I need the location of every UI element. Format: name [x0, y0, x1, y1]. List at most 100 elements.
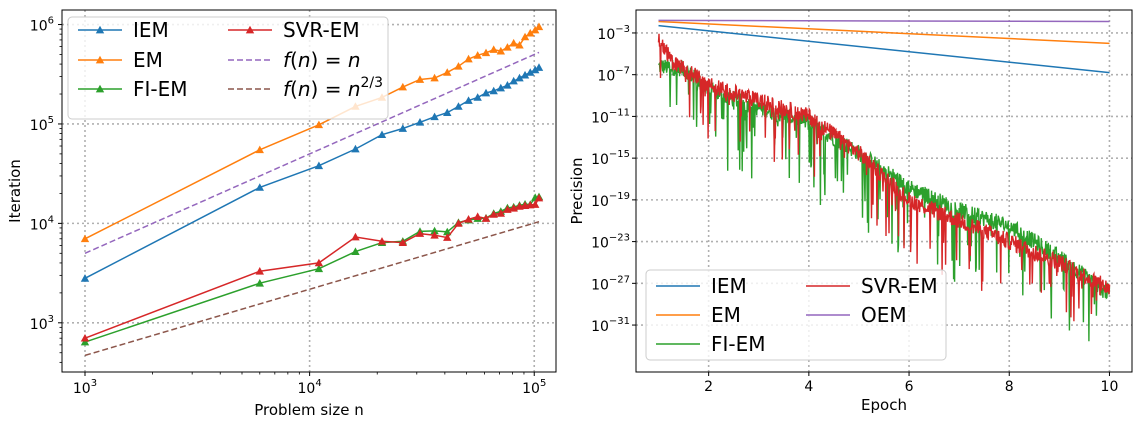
data-point: [80, 234, 90, 243]
data-point: [509, 76, 518, 85]
data-point: [464, 215, 473, 223]
data-point: [473, 212, 482, 220]
y-tick-label: 10−15: [591, 149, 630, 168]
data-point: [314, 258, 324, 267]
data-point: [503, 43, 512, 51]
data-point: [377, 237, 387, 245]
legend-box: [67, 16, 389, 120]
data-point: [443, 233, 452, 241]
data-point: [255, 145, 264, 154]
data-point: [443, 68, 452, 76]
data-point: [314, 120, 324, 129]
data-point: [443, 227, 452, 236]
legend-label: f(n) = n2/3: [283, 75, 383, 101]
x-tick-label: 103: [73, 378, 97, 397]
y-tick-label: 10−19: [591, 191, 630, 210]
data-point: [398, 82, 408, 91]
series-line-4: [658, 19, 1110, 23]
data-point: [351, 232, 360, 241]
data-point: [415, 118, 425, 126]
y-tick-label: 103: [30, 314, 54, 333]
data-point: [454, 219, 463, 227]
x-tick-label: 105: [522, 378, 546, 397]
data-point: [430, 112, 439, 121]
y-tick-label: 104: [30, 214, 54, 233]
right-chart: 2 4 6 8 10 10−3 10−7 10−11 10−15 10−19 10−23 10−27 1…: [568, 9, 1133, 414]
data-point: [255, 279, 264, 287]
legend-label: EM: [711, 303, 741, 327]
y-tick-label: 106: [30, 16, 54, 35]
data-point: [531, 200, 540, 208]
y-tick-label: 10−7: [597, 66, 630, 85]
y-tick-label: 10−11: [591, 107, 630, 126]
legend-label: FI-EM: [133, 77, 188, 101]
data-point: [454, 62, 463, 70]
data-point: [496, 83, 506, 92]
data-point: [489, 86, 498, 95]
data-point: [430, 226, 439, 235]
data-point: [415, 229, 425, 237]
data-point: [481, 48, 491, 57]
x-tick-label: 4: [804, 379, 813, 395]
left-chart: 103 104 105 103 104 105 106 Problem size n Itera…: [6, 9, 557, 419]
data-point: [314, 161, 324, 170]
data-point: [531, 65, 540, 74]
legend-label: FI-EM: [711, 332, 766, 356]
data-point: [526, 28, 535, 37]
series-line-4: [84, 51, 540, 254]
legend-label: OEM: [861, 303, 907, 327]
legend-marker: [95, 84, 105, 93]
series-line-2: [658, 59, 1111, 342]
x-tick-label: 8: [1005, 379, 1014, 395]
legend-marker: [95, 55, 105, 64]
legend-label: IEM: [133, 18, 169, 42]
legend: IEM EM FI-EM SVR-EM OEM: [645, 269, 947, 361]
series-line-1: [658, 20, 1110, 45]
x-tick-label: 10: [1101, 379, 1119, 395]
x-tick-label: 2: [704, 379, 713, 395]
legend-marker: [95, 25, 105, 34]
data-point: [430, 73, 439, 82]
data-point: [430, 231, 439, 239]
data-point: [443, 108, 452, 116]
data-point: [520, 32, 530, 41]
data-point: [415, 75, 425, 83]
data-point: [534, 63, 544, 71]
data-point: [489, 45, 498, 53]
y-tick-label: 10−3: [597, 24, 630, 43]
data-point: [481, 214, 491, 222]
legend-label: SVR-EM: [283, 18, 360, 42]
data-point: [496, 46, 506, 55]
data-point: [80, 274, 90, 282]
data-point: [481, 88, 491, 97]
legend-label: EM: [133, 48, 163, 72]
y-tick-label: 10−31: [591, 316, 630, 335]
data-point: [503, 205, 512, 213]
y-axis-label: Iteration: [6, 159, 24, 223]
data-point: [515, 73, 524, 82]
x-axis-label: Epoch: [861, 396, 907, 414]
y-tick-label: 105: [30, 115, 54, 134]
data-point: [526, 68, 535, 76]
x-tick-label: 6: [905, 379, 914, 395]
x-tick-label: 104: [298, 378, 322, 397]
data-point: [496, 209, 506, 217]
legend-label: IEM: [711, 274, 747, 298]
data-point: [398, 124, 408, 132]
data-point: [509, 38, 518, 47]
data-point: [377, 130, 387, 139]
data-point: [80, 334, 90, 342]
data-point: [473, 51, 482, 59]
data-point: [489, 210, 498, 218]
data-point: [351, 144, 360, 153]
series-line-3: [657, 33, 1111, 322]
series-line-5: [84, 220, 540, 357]
data-point: [464, 54, 473, 63]
data-point: [464, 96, 473, 104]
data-point: [515, 40, 524, 49]
data-point: [454, 102, 463, 110]
legend: IEM EM FI-EM SVR-EM f(n) = n f(n) = n2/3: [67, 16, 389, 120]
series-line-3: [84, 197, 540, 339]
data-point: [255, 183, 264, 191]
